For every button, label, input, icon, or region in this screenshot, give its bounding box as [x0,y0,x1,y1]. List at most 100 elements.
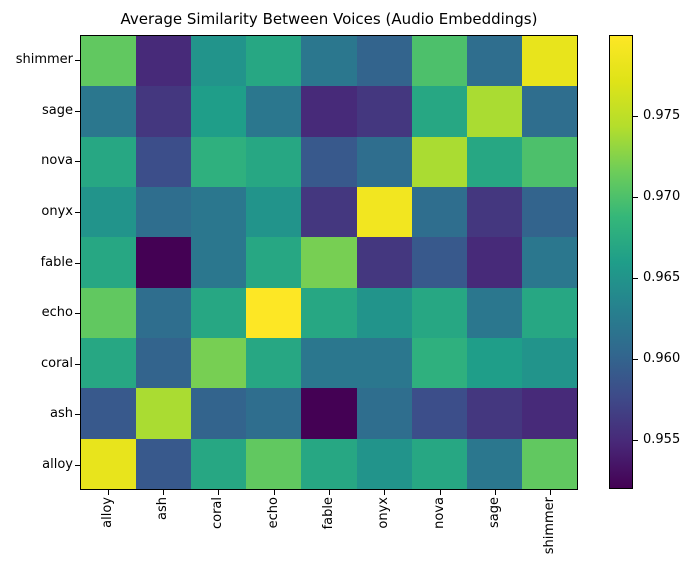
x-tick-label-echo: echo [265,497,281,529]
x-tick-mark [495,490,496,495]
heatmap-cell [136,86,192,137]
x-tick-mark [163,490,164,495]
y-tick-mark [75,211,80,213]
heatmap-cell [81,287,137,338]
heatmap-cell [356,136,412,187]
heatmap-cell [81,337,137,389]
heatmap-cell [81,237,137,288]
x-tick-mark [329,490,330,495]
heatmap-cell [191,237,247,288]
heatmap-cell [246,388,302,439]
colorbar-tick-label: 0.965 [643,270,681,286]
y-tick-mark [75,313,80,315]
x-tick-label-shimmer: shimmer [542,497,558,555]
heatmap-cell [466,287,522,338]
heatmap-cell [411,86,467,137]
x-tick-label-nova: nova [431,497,447,529]
heatmap-cell [521,36,577,87]
heatmap-plot-area [80,35,578,490]
heatmap-cell [411,237,467,288]
heatmap-cell [191,337,247,389]
heatmap-cell [466,186,522,238]
x-tick-mark [273,490,275,495]
y-tick-label-coral: coral [40,355,73,371]
x-tick-mark [550,490,552,495]
y-tick-label-sage: sage [42,102,73,118]
colorbar-tick-label: 0.960 [643,351,681,367]
colorbar-tick-mark [633,197,638,199]
heatmap-cell [466,388,522,439]
x-tick-label-fable: fable [321,497,336,530]
x-tick-mark [107,490,109,495]
x-tick-mark [384,490,386,495]
heatmap-cell [136,438,192,489]
colorbar-tick-mark [633,440,638,442]
y-tick-mark [75,363,80,365]
heatmap-cell [466,136,522,187]
heatmap-cell [521,388,577,439]
heatmap-cell [411,438,467,489]
heatmap-cell [191,36,247,87]
heatmap-cell [81,438,137,489]
y-tick-label-alloy: alloy [42,456,73,472]
heatmap-cell [521,86,577,137]
heatmap-cell [191,136,247,187]
colorbar-tick-label: 0.955 [643,432,681,448]
chart-title: Average Similarity Between Voices (Audio… [120,10,538,28]
heatmap-cell [301,36,357,87]
heatmap-cell [246,337,302,389]
heatmap-cell [466,337,522,389]
heatmap-cell [411,136,467,187]
heatmap-cell [466,438,522,489]
heatmap-cell [466,36,522,87]
heatmap-cell [136,186,192,238]
x-tick-mark [439,490,441,495]
heatmap-cell [191,287,247,338]
heatmap-cell [81,388,137,439]
colorbar [609,35,633,489]
heatmap-cell [301,136,357,187]
y-tick-label-echo: echo [41,305,73,321]
y-tick-mark [75,110,80,112]
heatmap-cell [246,86,302,137]
heatmap-cell [301,86,357,137]
colorbar-tick-mark [633,278,638,280]
heatmap-cell [521,438,577,489]
heatmap-cell [301,287,357,338]
heatmap-cell [246,237,302,288]
colorbar-tick-mark [633,359,638,361]
heatmap-cell [356,86,412,137]
heatmap-cell [301,237,357,288]
heatmap-cell [356,438,412,489]
heatmap-cell [81,86,137,137]
heatmap-cell [356,237,412,288]
heatmap-cell [191,388,247,439]
heatmap-cell [466,237,522,288]
heatmap-cell [521,237,577,288]
heatmap-cell [246,287,302,338]
heatmap-cell [411,36,467,87]
heatmap-cell [246,36,302,87]
y-tick-mark [75,414,80,416]
heatmap-cell [136,388,192,439]
x-tick-label-ash: ash [155,497,170,520]
heatmap-cell [301,186,357,238]
x-tick-label-onyx: onyx [376,497,392,529]
x-tick-label-alloy: alloy [99,497,115,528]
heatmap-cell [356,36,412,87]
heatmap-cell [521,287,577,338]
x-tick-mark [218,490,220,495]
heatmap-cell [521,337,577,389]
heatmap-cell [81,136,137,187]
y-tick-label-nova: nova [41,153,73,169]
heatmap-cell [356,337,412,389]
heatmap-cell [411,186,467,238]
colorbar-tick-label: 0.970 [643,189,681,205]
heatmap-cell [136,136,192,187]
heatmap-cell [246,186,302,238]
heatmap-cell [301,438,357,489]
x-tick-label-sage: sage [487,497,502,528]
y-tick-mark [75,60,80,62]
heatmap-cell [521,186,577,238]
